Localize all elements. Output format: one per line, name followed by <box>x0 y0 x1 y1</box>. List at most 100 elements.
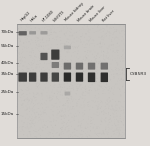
Point <box>101 43 104 46</box>
Point <box>80 130 83 132</box>
Point <box>51 91 54 93</box>
Point <box>94 128 97 130</box>
Point <box>70 31 72 33</box>
Point <box>31 63 33 65</box>
Point <box>69 66 71 68</box>
Text: 40kDa: 40kDa <box>1 61 14 65</box>
Point <box>18 91 21 93</box>
Point <box>28 110 31 113</box>
Point <box>58 134 61 136</box>
Point <box>122 54 124 56</box>
Point <box>117 36 119 39</box>
Point <box>91 117 93 119</box>
Point <box>61 71 63 73</box>
Point <box>43 31 45 34</box>
Point <box>20 62 23 64</box>
Point <box>33 109 35 111</box>
Point <box>20 69 22 71</box>
Point <box>28 64 31 66</box>
Point <box>97 24 99 27</box>
Point <box>57 51 59 54</box>
Point <box>120 126 122 128</box>
Point <box>90 122 92 125</box>
Point <box>66 77 68 79</box>
Point <box>26 89 28 92</box>
Point <box>110 78 112 81</box>
Point <box>35 66 37 68</box>
Point <box>66 125 69 128</box>
Point <box>47 40 50 42</box>
Point <box>81 32 84 35</box>
Point <box>50 104 53 106</box>
Point <box>115 107 117 109</box>
Point <box>69 107 71 109</box>
Point <box>47 97 50 99</box>
Point <box>64 58 67 61</box>
Point <box>68 34 71 37</box>
Point <box>47 74 49 77</box>
Point <box>67 87 69 90</box>
Point <box>117 54 119 57</box>
Point <box>112 108 115 111</box>
Point <box>48 72 50 75</box>
Point <box>94 58 97 60</box>
Point <box>40 45 43 47</box>
Point <box>97 105 100 108</box>
Point <box>114 66 116 69</box>
Point <box>64 105 67 107</box>
Point <box>107 89 109 91</box>
Text: Mouse kidney: Mouse kidney <box>65 2 85 22</box>
Point <box>59 63 61 65</box>
Point <box>100 37 102 39</box>
Point <box>99 101 102 104</box>
Point <box>35 111 37 113</box>
Point <box>42 108 45 111</box>
Point <box>96 101 99 103</box>
Point <box>63 114 66 116</box>
Point <box>23 45 26 48</box>
Point <box>50 98 52 101</box>
Point <box>50 137 52 139</box>
Point <box>36 121 39 124</box>
Point <box>64 72 66 74</box>
Point <box>83 104 85 106</box>
Point <box>81 34 84 36</box>
Point <box>109 117 111 119</box>
Point <box>27 127 29 129</box>
Point <box>44 24 47 26</box>
Point <box>57 86 59 89</box>
Point <box>20 96 22 99</box>
Point <box>64 114 67 116</box>
Point <box>42 41 44 44</box>
Point <box>117 63 119 65</box>
Point <box>51 132 54 135</box>
Point <box>34 39 37 42</box>
Point <box>117 45 120 48</box>
Point <box>31 119 33 121</box>
Point <box>76 79 79 82</box>
Point <box>119 115 121 118</box>
Point <box>67 102 69 104</box>
Point <box>34 100 36 102</box>
Point <box>119 69 121 71</box>
Point <box>48 80 50 82</box>
Point <box>109 90 112 92</box>
Point <box>42 112 45 114</box>
Point <box>31 67 33 69</box>
Point <box>50 46 52 49</box>
Point <box>39 59 41 61</box>
Point <box>51 25 53 28</box>
Point <box>27 102 29 104</box>
Point <box>86 58 89 60</box>
Point <box>113 118 116 121</box>
Point <box>86 136 88 138</box>
Point <box>83 24 86 26</box>
Point <box>47 119 49 122</box>
Point <box>111 88 113 90</box>
Point <box>38 27 40 30</box>
Point <box>107 112 110 114</box>
Point <box>102 39 105 41</box>
Point <box>64 43 66 45</box>
Point <box>71 80 74 82</box>
Point <box>26 35 29 37</box>
